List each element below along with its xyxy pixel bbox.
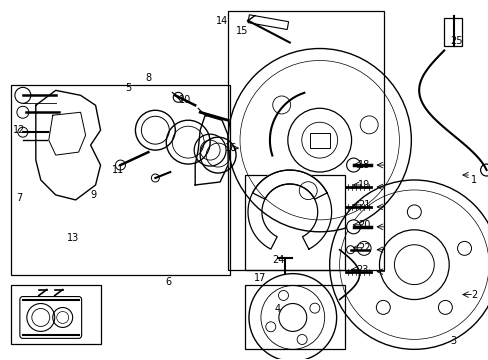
Polygon shape [247,170,326,249]
Text: 25: 25 [449,36,462,46]
Text: 18: 18 [358,160,370,170]
Bar [244,175,344,270]
Bar [11,285,101,345]
Polygon shape [195,115,227,185]
Text: 14: 14 [216,15,228,26]
Text: 16: 16 [224,143,237,153]
Text: 13: 13 [66,233,79,243]
Text: 4: 4 [274,305,281,315]
Polygon shape [252,170,331,249]
Text: 10: 10 [179,95,191,105]
Circle shape [346,158,360,172]
Bar [244,285,344,349]
Text: 5: 5 [125,84,131,93]
Text: 17: 17 [253,273,265,283]
Text: 7: 7 [16,193,22,203]
Text: 22: 22 [358,243,370,253]
Bar [309,133,329,148]
Text: 1: 1 [470,175,476,185]
Text: 2: 2 [470,289,476,300]
Text: 21: 21 [358,200,370,210]
Text: 19: 19 [358,180,370,190]
Text: 3: 3 [449,336,455,346]
Text: 8: 8 [145,73,151,84]
FancyBboxPatch shape [20,297,81,338]
Text: 11: 11 [112,165,124,175]
Polygon shape [36,90,101,200]
Text: 15: 15 [235,26,248,36]
Bar [11,85,229,275]
Circle shape [346,220,360,234]
Text: 6: 6 [165,276,171,287]
Bar [247,15,288,30]
Bar [443,18,461,45]
Text: 20: 20 [358,220,370,230]
Bar [227,11,384,270]
Text: 12: 12 [13,125,25,135]
Polygon shape [49,112,85,155]
Text: 23: 23 [356,265,368,275]
Text: 24: 24 [272,255,285,265]
Text: 9: 9 [90,190,97,200]
